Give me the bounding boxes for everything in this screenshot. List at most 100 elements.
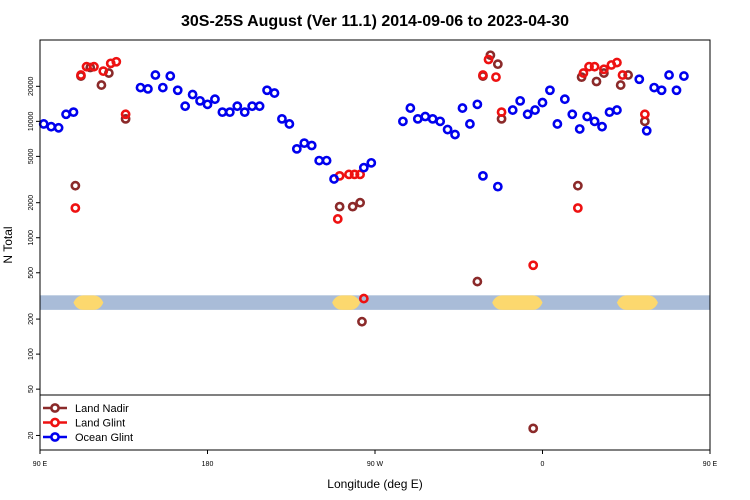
chart-title: 30S-25S August (Ver 11.1) 2014-09-06 to … [181, 13, 569, 30]
land-glint-point [89, 61, 99, 72]
ocean-glint-point [656, 85, 667, 96]
land-glint-point [70, 203, 81, 213]
legend-label: Land Nadir [75, 403, 129, 415]
land-glint-point [491, 72, 501, 82]
ocean-glint-point [366, 157, 377, 168]
ocean-glint-point [262, 85, 272, 96]
ocean-glint-point [150, 70, 161, 80]
land-glint-point [98, 66, 109, 77]
land-ocean-band [40, 295, 710, 310]
y-tick-label: 50 [28, 385, 35, 393]
ocean-glint-point [604, 107, 615, 118]
ocean-glint-point [582, 111, 593, 122]
land-nadir-point [347, 201, 358, 212]
ocean-glint-point [679, 71, 689, 81]
y-tick-label: 2000 [28, 195, 35, 211]
ocean-glint-point [515, 95, 526, 106]
x-tick-label: 90 E [33, 461, 48, 468]
ocean-glint-point [239, 107, 250, 118]
ocean-glint-point [232, 101, 243, 112]
ocean-glint-point [427, 113, 438, 124]
y-tick-label: 1000 [28, 230, 35, 246]
ocean-glint-point [277, 113, 287, 124]
ocean-glint-point [435, 116, 446, 127]
land-nadir-point [623, 70, 634, 80]
ocean-glint-point [254, 101, 265, 112]
ocean-glint-point [269, 88, 280, 98]
land-nadir-point [528, 423, 539, 434]
ocean-glint-point [202, 99, 213, 110]
y-tick-label: 10000 [28, 112, 35, 132]
land-nadir-point [355, 197, 366, 208]
x-tick-label: 0 [541, 461, 545, 468]
ocean-glint-point [522, 109, 533, 120]
land-nadir-point [96, 80, 107, 90]
ocean-glint-point [135, 82, 146, 93]
land-glint-point [120, 109, 131, 120]
land-glint-point [584, 61, 594, 72]
ocean-glint-point [567, 109, 578, 120]
ocean-glint-point [187, 89, 198, 100]
land-glint-point [478, 70, 488, 80]
ocean-glint-point [574, 124, 585, 134]
land-segment [332, 295, 361, 310]
y-tick-label: 500 [28, 267, 35, 279]
ocean-glint-point [61, 109, 71, 120]
ocean-glint-point [649, 82, 660, 93]
land-glint-point [76, 70, 86, 80]
legend-marker [50, 403, 60, 413]
land-nadir-point [334, 201, 345, 212]
ocean-glint-point [405, 103, 416, 113]
ocean-glint-point [634, 74, 645, 85]
land-nadir-point [599, 68, 609, 78]
land-glint-point [612, 57, 622, 68]
ocean-glint-point [641, 125, 652, 136]
y-tick-label: 20000 [28, 76, 35, 96]
land-nadir-point [615, 80, 626, 90]
ocean-glint-point [559, 94, 570, 105]
land-nadir-point [472, 276, 483, 287]
y-tick-label: 200 [28, 313, 35, 325]
land-nadir-point [120, 113, 131, 124]
ocean-glint-point [612, 105, 622, 115]
x-tick-label: 90 E [703, 461, 718, 468]
ocean-band [40, 295, 710, 310]
land-glint-point [358, 293, 369, 304]
ocean-glint-point [492, 181, 503, 192]
ocean-glint-point [398, 116, 408, 127]
legend-marker [50, 417, 60, 428]
ocean-glint-point [306, 140, 317, 151]
ocean-glint-point [321, 155, 332, 166]
land-nadir-point [357, 316, 367, 327]
ocean-glint-point [299, 138, 310, 149]
ocean-glint-point [671, 85, 682, 96]
land-nadir-point [70, 180, 81, 191]
ocean-glint-point [143, 84, 153, 94]
land-nadir-point [492, 59, 503, 70]
ocean-glint-point [165, 71, 176, 81]
ocean-glint-point [457, 103, 468, 113]
land-glint-point [639, 109, 650, 120]
land-glint-point [496, 107, 507, 118]
ocean-glint-point [545, 85, 555, 96]
ocean-glint-point [284, 119, 295, 129]
land-glint-point [572, 203, 583, 213]
land-glint-point [578, 68, 589, 78]
ocean-glint-point [217, 107, 228, 118]
data-points [38, 50, 689, 434]
land-glint-point [111, 56, 122, 67]
land-glint-point [332, 214, 343, 224]
ocean-glint-point [552, 119, 563, 129]
y-tick-label: 5000 [28, 148, 35, 164]
y-axis-label: N Total [1, 226, 15, 263]
land-glint-point [344, 169, 354, 180]
land-glint-point [528, 260, 539, 271]
land-nadir-point [572, 180, 583, 191]
y-tick-label: 100 [28, 348, 35, 360]
plot-frame [39, 39, 711, 451]
land-glint-point [589, 61, 600, 72]
x-tick-label: 180 [202, 461, 214, 468]
ocean-glint-point [537, 97, 548, 108]
ocean-glint-point [597, 121, 607, 132]
ocean-glint-point [210, 94, 220, 105]
